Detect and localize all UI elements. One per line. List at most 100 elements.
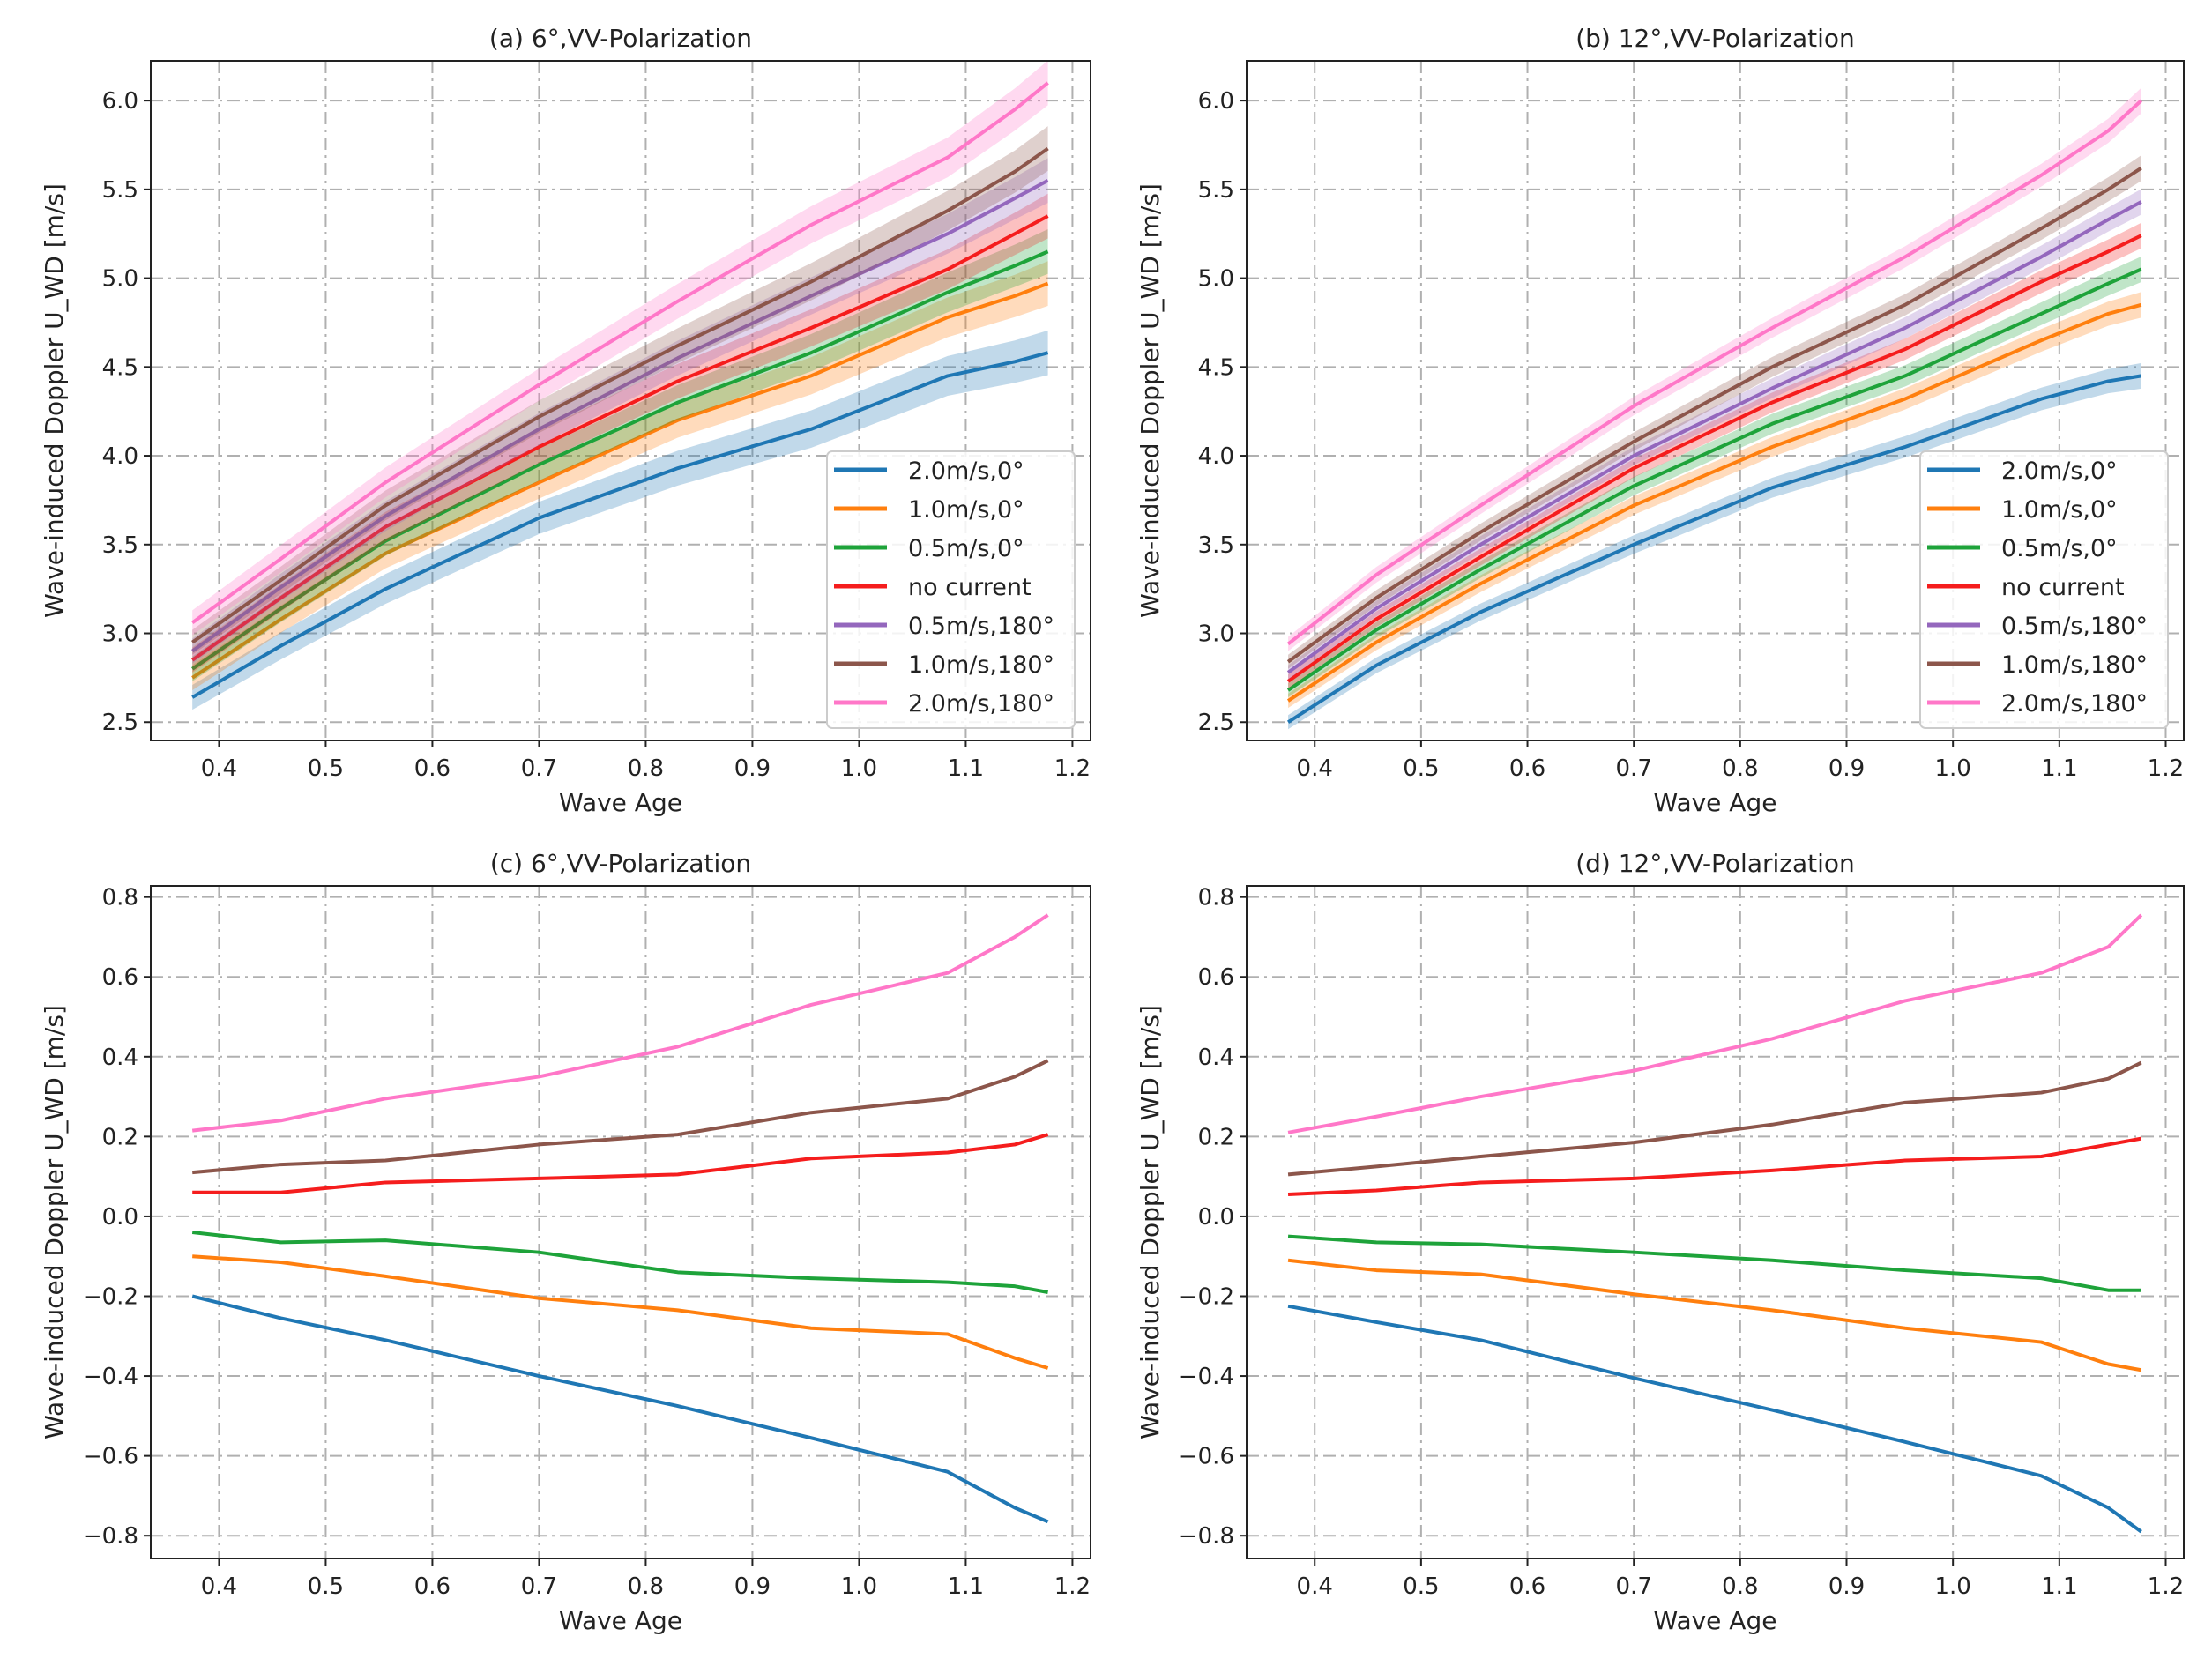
panel-b: 0.4 0.5 0.6 0.7 0.8 0.9 1.0 1.1 1.2 2.5 3.0 3.5 4.0 4… [1136, 24, 2185, 817]
series-line [191, 81, 1049, 625]
panel-c: 0.4 0.5 0.6 0.7 0.8 0.9 1.0 1.1 1.2 −0.8 −0.6 −0.4 −… [40, 849, 1091, 1635]
confidence-band [1288, 292, 2141, 709]
x-axis-label: Wave Age [559, 788, 682, 817]
x-tick-label: 1.1 [2041, 1573, 2077, 1600]
y-tick-label: 0.8 [102, 885, 138, 911]
legend-label: no current [908, 574, 1032, 601]
series-line [1286, 99, 2143, 646]
series-line [1287, 1060, 2142, 1177]
x-tick-label: 1.2 [2148, 1573, 2184, 1600]
panel-d: 0.4 0.5 0.6 0.7 0.8 0.9 1.0 1.1 1.2 −0.8 −0.6 −0.4 −… [1136, 849, 2185, 1635]
x-tick-label: 1.0 [841, 755, 877, 782]
legend-label: 0.5m/s,0° [908, 535, 1024, 562]
series-line [1286, 302, 2142, 703]
x-tick-label: 0.4 [201, 1573, 237, 1600]
series-line [1287, 913, 2143, 1134]
y-tick-label: −0.2 [1179, 1283, 1234, 1310]
y-tick-label: 0.0 [102, 1204, 138, 1231]
x-tick-label: 0.9 [734, 755, 771, 782]
x-axis-label: Wave Age [1654, 788, 1777, 817]
series-line [191, 146, 1049, 644]
x-tick-label: 1.1 [2041, 755, 2077, 782]
x-tick-label: 0.7 [521, 1573, 557, 1600]
panel-a: 0.4 0.5 0.6 0.7 0.8 0.9 1.0 1.1 1.2 2.5 3.0 3.5 4.0 4… [40, 24, 1091, 817]
legend-label: 2.0m/s,0° [2001, 457, 2118, 485]
y-tick-label: 2.5 [102, 710, 138, 736]
axes-frame [150, 885, 1091, 1559]
confidence-band [1288, 362, 2141, 730]
legend-label: 2.0m/s,180° [2001, 690, 2148, 718]
series-line [1286, 167, 2142, 664]
y-tick-label: 6.0 [1198, 88, 1234, 115]
series-line [191, 913, 1049, 1133]
series-line [191, 249, 1049, 671]
series-line [1287, 1304, 2142, 1534]
series-line [191, 214, 1049, 662]
legend-label: 0.5m/s,0° [2001, 535, 2118, 562]
x-tick-label: 0.7 [1616, 755, 1652, 782]
x-tick-label: 0.6 [414, 755, 451, 782]
x-axis-label: Wave Age [559, 1606, 682, 1635]
x-axis-label: Wave Age [1654, 1606, 1777, 1635]
legend-label: 2.0m/s,0° [908, 457, 1024, 485]
x-tick-label: 0.6 [414, 1573, 451, 1600]
y-tick-label: 0.6 [102, 964, 138, 991]
series-line [1287, 1136, 2142, 1197]
x-tick-label: 0.4 [201, 755, 237, 782]
axes-frame [1246, 885, 2185, 1559]
x-tick-label: 1.0 [1934, 755, 1970, 782]
x-tick-label: 1.1 [948, 755, 984, 782]
series-line [191, 1294, 1049, 1524]
y-tick-label: −0.6 [83, 1444, 138, 1470]
axes-frame [150, 60, 1091, 741]
confidence-band [1288, 155, 2141, 669]
x-tick-label: 0.9 [734, 1573, 771, 1600]
confidence-band [192, 60, 1048, 636]
y-axis-label: Wave-induced Doppler U_WD [m/s] [1136, 1005, 1165, 1439]
y-tick-label: 5.0 [1198, 266, 1234, 293]
x-tick-label: 0.7 [1616, 1573, 1652, 1600]
y-tick-label: 0.6 [1198, 964, 1234, 991]
y-tick-label: −0.4 [83, 1364, 138, 1390]
confidence-band [192, 330, 1048, 710]
y-tick-label: 5.5 [1198, 177, 1234, 204]
y-tick-label: 6.0 [102, 88, 138, 115]
legend-box [826, 450, 1076, 729]
x-tick-label: 0.8 [1722, 755, 1758, 782]
y-tick-label: 5.5 [102, 177, 138, 204]
y-tick-label: 0.2 [102, 1124, 138, 1150]
y-tick-label: 3.5 [1198, 532, 1234, 559]
series-line [1287, 1258, 2142, 1372]
y-tick-label: −0.8 [83, 1523, 138, 1550]
axes-frame [1246, 60, 2185, 741]
x-tick-label: 0.9 [1828, 1573, 1865, 1600]
y-tick-label: −0.2 [83, 1283, 138, 1310]
y-tick-label: 4.0 [1198, 443, 1234, 470]
x-tick-label: 1.2 [1054, 755, 1091, 782]
y-axis-label: Wave-induced Doppler U_WD [m/s] [1136, 183, 1165, 618]
chart-title: (c) 6°,VV-Polarization [490, 849, 751, 878]
legend: 2.0m/s,0° 1.0m/s,0° 0.5m/s,0° no current 0.5… [826, 450, 1076, 729]
x-tick-label: 0.9 [1828, 755, 1865, 782]
series-line [1286, 267, 2142, 692]
y-tick-label: 4.5 [102, 354, 138, 381]
x-tick-label: 1.0 [841, 1573, 877, 1600]
x-tick-label: 0.4 [1297, 755, 1333, 782]
legend-label: 0.5m/s,180° [908, 613, 1054, 640]
chart-title: (b) 12°,VV-Polarization [1575, 24, 1855, 53]
series-line [191, 281, 1049, 680]
legend-label: 1.0m/s,0° [908, 496, 1024, 524]
x-tick-label: 0.6 [1509, 1573, 1545, 1600]
x-tick-label: 0.8 [628, 755, 664, 782]
legend-label: 0.5m/s,180° [2001, 613, 2148, 640]
x-tick-label: 0.5 [1403, 755, 1439, 782]
y-tick-label: 3.0 [102, 621, 138, 648]
legend-box [1919, 450, 2169, 729]
series-line [1287, 1234, 2141, 1292]
y-tick-label: 0.4 [102, 1045, 138, 1071]
x-tick-label: 1.2 [2148, 755, 2184, 782]
y-tick-label: −0.8 [1179, 1523, 1234, 1550]
x-tick-label: 1.2 [1054, 1573, 1091, 1600]
y-tick-label: −0.4 [1179, 1364, 1234, 1390]
confidence-band [1288, 189, 2141, 680]
